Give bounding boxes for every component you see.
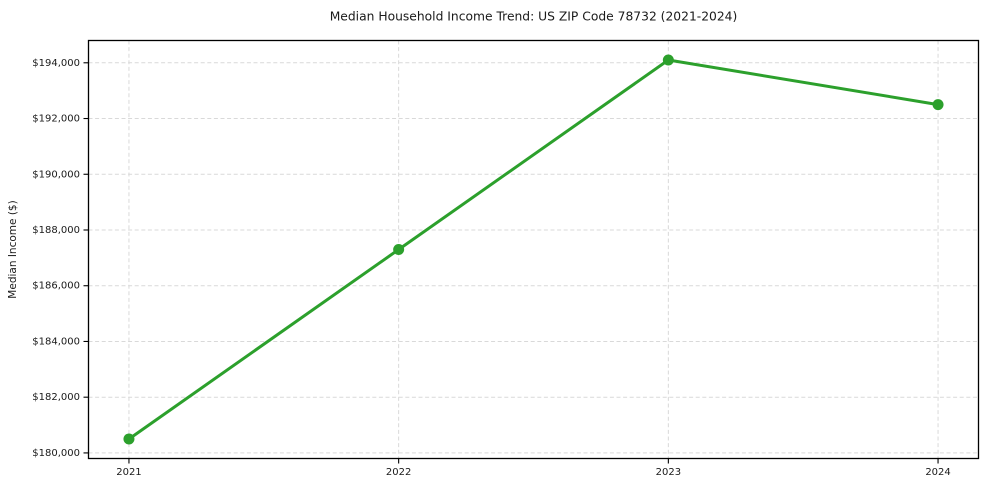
y-tick-label: $184,000 [32, 336, 80, 347]
x-tick-label: 2024 [925, 467, 950, 478]
plot-border [87, 39, 980, 460]
y-tick-label: $186,000 [32, 281, 80, 292]
y-tick-label: $188,000 [32, 225, 80, 236]
y-tick-label: $194,000 [32, 58, 80, 69]
y-tick-label: $192,000 [32, 114, 80, 125]
x-tick-label: 2023 [656, 467, 681, 478]
tick-labels-layer: $180,000 $182,000 $184,000 $186,000 $188,000… [32, 58, 950, 478]
y-axis-title: Median Income ($) [7, 200, 19, 298]
data-point-marker [662, 54, 674, 66]
gridlines-layer [88, 40, 979, 459]
trend-line [127, 58, 940, 441]
plot-border-layer [87, 39, 980, 460]
x-tick-label: 2022 [386, 467, 411, 478]
axis-ticks-layer [83, 62, 939, 464]
data-series-layer [123, 54, 944, 445]
y-tick-label: $182,000 [32, 392, 80, 403]
chart-title: Median Household Income Trend: US ZIP Co… [330, 10, 738, 24]
y-tick-label: $190,000 [32, 169, 80, 180]
data-point-marker [393, 244, 405, 255]
y-tick-label: $180,000 [32, 448, 80, 459]
data-point-marker [932, 99, 944, 111]
data-point-marker [123, 433, 135, 445]
x-tick-label: 2021 [116, 467, 141, 478]
